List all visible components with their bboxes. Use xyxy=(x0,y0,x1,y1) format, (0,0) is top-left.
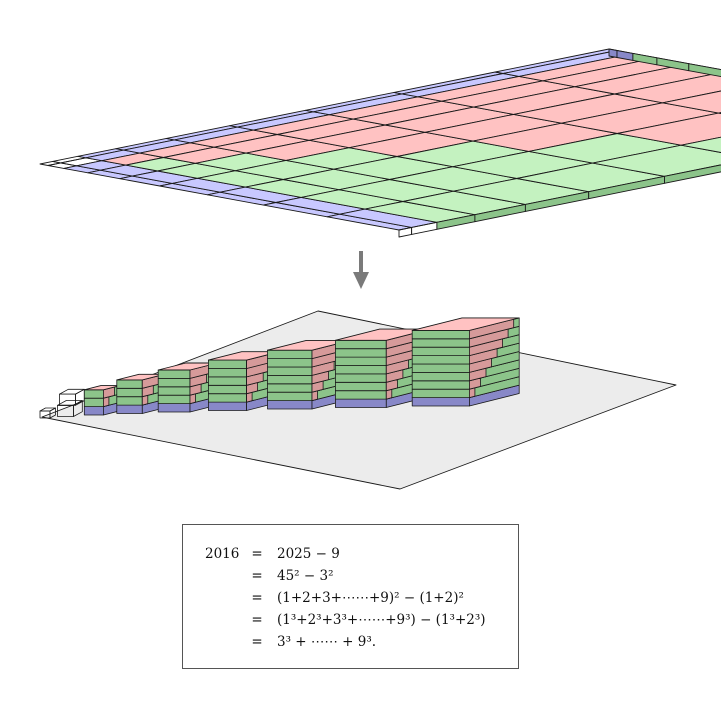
tower-front-layer xyxy=(267,391,313,402)
tower-front-layer xyxy=(207,368,248,378)
slab-cell xyxy=(574,63,721,95)
formula-row-2: = 45² − 3² xyxy=(183,565,518,587)
formula-row-5: = 3³ + ⋯⋯ + 9³. xyxy=(183,631,518,653)
flat-square-slab xyxy=(39,48,721,238)
tower-front-layer xyxy=(334,339,387,350)
tower-front-layer xyxy=(334,390,387,400)
tower-front-layer xyxy=(411,346,470,357)
tower-front-layer xyxy=(157,377,191,388)
slab-cell xyxy=(616,112,721,146)
tower-front-layer xyxy=(157,394,191,405)
formula-row-4: = (1³+2³+3³+⋯⋯+9³) − (1³+2³) xyxy=(183,609,518,631)
unit-cube-side xyxy=(49,407,56,419)
tower-front-layer xyxy=(411,338,470,348)
tower-front-layer xyxy=(334,381,387,392)
tower-front-layer xyxy=(207,359,248,369)
equals-sign: = xyxy=(251,634,263,650)
equals-sign: = xyxy=(251,590,263,606)
formula-expression: (1³+2³+3³+⋯⋯+9³) − (1³+2³) xyxy=(277,612,486,628)
slab-cell xyxy=(718,112,721,114)
tower-front-layer xyxy=(334,348,387,358)
tower-front-layer xyxy=(411,380,470,390)
slab-cell xyxy=(592,144,721,177)
formula-lhs: 2016 xyxy=(205,546,240,562)
formula-row-1: 2016 = 2025 − 9 xyxy=(183,543,518,565)
tower-front-layer xyxy=(267,358,313,368)
tower-front-layer xyxy=(207,401,248,411)
formula-expression: 3³ + ⋯⋯ + 9³. xyxy=(277,634,377,650)
slab-right-edge xyxy=(688,63,721,78)
slab-cell xyxy=(680,136,721,153)
tower-front-layer xyxy=(267,349,313,360)
tower-front-layer xyxy=(411,329,470,340)
tower-front-layer xyxy=(334,356,387,366)
slab-cell xyxy=(662,90,721,114)
tower-front-layer xyxy=(411,388,470,399)
tower-front-layer xyxy=(267,383,313,393)
slab-front-edge xyxy=(664,164,721,184)
tower-front-layer xyxy=(83,406,104,416)
tower-front-layer xyxy=(334,365,387,375)
tower-front-layer xyxy=(157,403,191,413)
slab-right-edge xyxy=(608,48,618,58)
equals-sign: = xyxy=(251,568,263,584)
tower-front-layer xyxy=(83,389,104,399)
cube-staircase-towers xyxy=(39,317,520,419)
tower-top xyxy=(411,317,520,331)
formula-expression: 2025 − 9 xyxy=(277,546,340,562)
down-arrow-icon xyxy=(353,251,369,289)
formula-box: 2016 = 2025 − 9 = 45² − 3² = (1+2+3+⋯⋯+9… xyxy=(182,524,519,669)
tower-front-layer xyxy=(116,404,143,414)
tower-front-layer xyxy=(267,366,313,376)
tower-front-layer xyxy=(411,355,470,365)
tower-front-layer xyxy=(157,386,191,396)
tower-front-layer xyxy=(411,397,470,407)
tower-front-layer xyxy=(267,400,313,410)
tower-front-layer xyxy=(207,376,248,386)
tower-front-layer xyxy=(116,379,143,389)
tower-front-layer xyxy=(334,373,387,383)
tower-front-layer xyxy=(207,393,248,403)
tower-front-layer xyxy=(267,374,313,385)
tower-front-layer xyxy=(207,384,248,395)
tower-front-layer xyxy=(334,398,387,408)
formula-expression: 45² − 3² xyxy=(277,568,334,584)
unit-cube-side xyxy=(73,400,83,417)
equals-sign: = xyxy=(251,546,263,562)
tower-front-layer xyxy=(116,396,143,406)
tower-front-layer xyxy=(411,363,470,373)
unit-cube-side xyxy=(75,388,85,406)
formula-row-3: = (1+2+3+⋯⋯+9)² − (1+2)² xyxy=(183,587,518,609)
formula-expression: (1+2+3+⋯⋯+9)² − (1+2)² xyxy=(277,590,464,606)
slab-cell xyxy=(614,72,721,104)
unit-cube-front xyxy=(59,393,76,406)
tower-front-layer xyxy=(83,397,104,408)
tower-front-layer xyxy=(157,369,191,379)
tower-front-layer xyxy=(411,371,470,382)
equals-sign: = xyxy=(251,612,263,628)
tower-front-layer xyxy=(116,387,143,398)
